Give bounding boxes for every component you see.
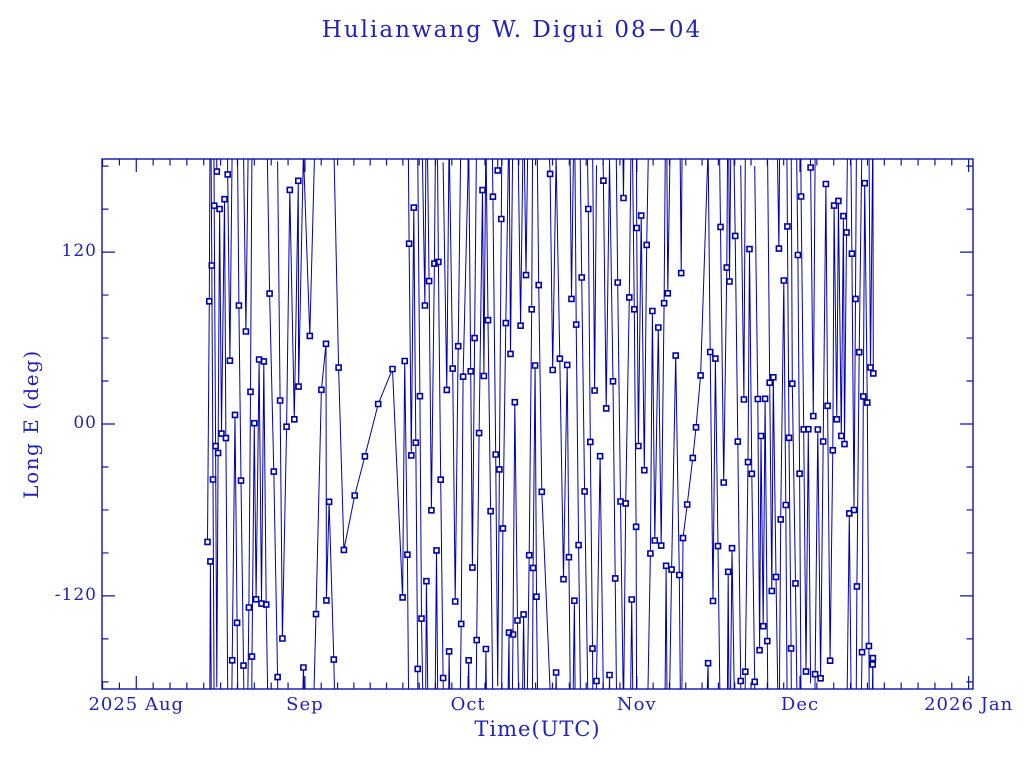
series-line <box>207 159 874 689</box>
x-tick-label: 2026 Jan <box>924 694 1014 715</box>
y-tick-label: 00 <box>73 413 97 433</box>
y-tick-label: -120 <box>54 584 97 605</box>
x-tick-label: 2025 Aug <box>88 694 185 715</box>
x-tick-label: Sep <box>286 694 324 715</box>
x-tick-label: Nov <box>616 694 657 715</box>
x-tick-label: Oct <box>450 694 486 715</box>
x-tick-label: Dec <box>780 694 820 715</box>
chart-title: Hulianwang W. Digui 08−04 <box>321 17 703 43</box>
data-point-markers <box>204 164 877 686</box>
x-axis-title: Time(UTC) <box>474 717 601 741</box>
y-tick-label: 120 <box>61 241 97 262</box>
